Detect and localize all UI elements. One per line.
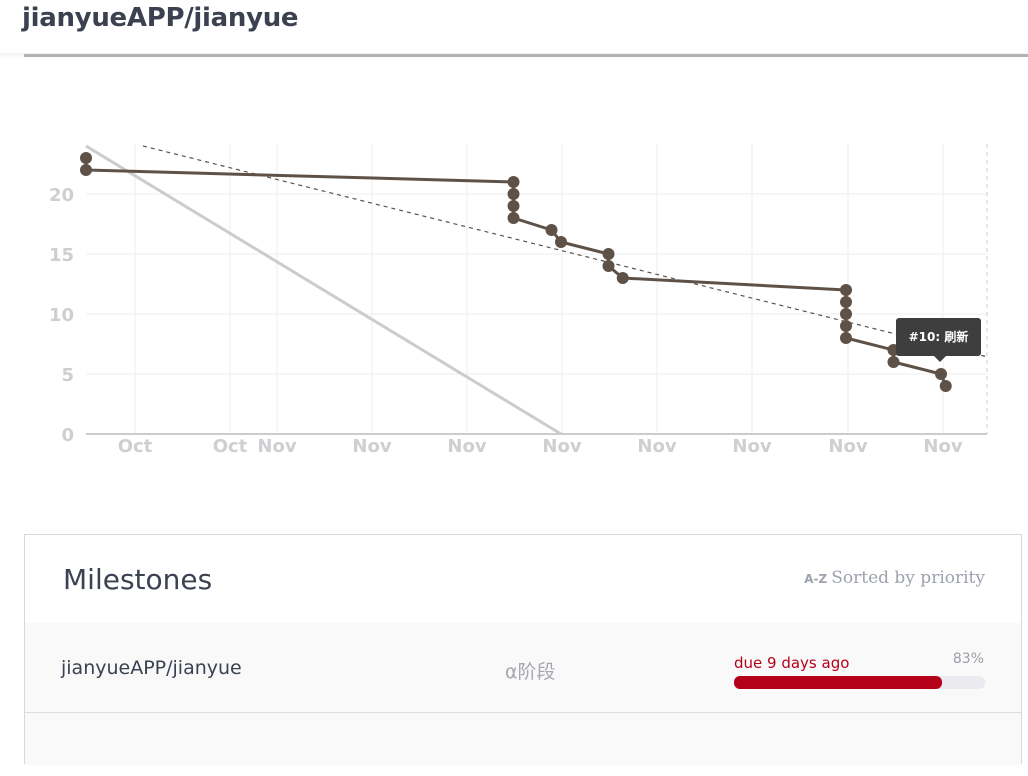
y-tick-label: 0 xyxy=(61,425,74,446)
data-point xyxy=(840,284,852,296)
y-tick-label: 10 xyxy=(49,305,74,326)
x-tick-label: Oct xyxy=(213,436,248,457)
x-tick-label: Nov xyxy=(637,436,676,457)
data-point xyxy=(507,176,520,188)
data-point xyxy=(840,332,852,344)
data-point xyxy=(840,296,852,308)
y-tick-label: 5 xyxy=(61,365,74,386)
sort-label: Sorted by priority xyxy=(831,568,985,588)
data-point xyxy=(507,200,520,212)
y-tick-label: 15 xyxy=(49,245,74,266)
data-point xyxy=(840,320,852,332)
data-point xyxy=(545,224,558,236)
milestones-panel: Milestones A-Z Sorted by priority jianyue… xyxy=(24,534,1022,765)
x-tick-label: Nov xyxy=(828,436,867,457)
milestone-progress-bar xyxy=(734,676,985,689)
milestones-title: Milestones xyxy=(63,563,213,596)
x-tick-label: Nov xyxy=(352,436,391,457)
data-point xyxy=(602,248,615,260)
data-point xyxy=(507,212,520,224)
x-tick-label: Nov xyxy=(447,436,486,457)
x-tick-label: Nov xyxy=(923,436,962,457)
x-tick-label: Nov xyxy=(257,436,296,457)
y-tick-label: 20 xyxy=(49,185,74,206)
sort-az-icon: A-Z xyxy=(804,572,828,586)
milestone-repo-link[interactable]: jianyueAPP/jianyue xyxy=(61,657,242,679)
trend-line xyxy=(142,145,989,358)
burndown-chart-svg: 0 5 10 15 20 Oct Oct Nov Nov Nov Nov Nov Nov Nov Nov xyxy=(49,144,989,457)
x-tick-label: Oct xyxy=(118,436,153,457)
burndown-chart: 0 5 10 15 20 Oct Oct Nov Nov Nov Nov Nov Nov Nov Nov #… xyxy=(0,60,1028,480)
data-point xyxy=(602,260,615,272)
x-tick-label: Nov xyxy=(542,436,581,457)
header-divider xyxy=(24,54,1028,57)
milestone-progress-fill xyxy=(734,676,943,689)
data-point xyxy=(840,308,852,320)
data-point xyxy=(555,236,567,248)
chart-tooltip-arrow xyxy=(934,356,946,362)
data-point xyxy=(507,188,520,200)
sort-toggle[interactable]: A-Z Sorted by priority xyxy=(804,568,985,588)
milestones-header: Milestones A-Z Sorted by priority xyxy=(25,535,1021,624)
data-point xyxy=(80,152,92,164)
x-tick-label: Nov xyxy=(732,436,771,457)
milestone-due-status: due 9 days ago xyxy=(734,654,850,672)
milestone-percent: 83% xyxy=(952,651,984,667)
data-point xyxy=(935,368,947,380)
data-point xyxy=(939,380,952,392)
milestone-row[interactable]: jianyueAPP/jianyue α阶段 due 9 days ago 83… xyxy=(25,623,1021,713)
data-point xyxy=(616,272,629,284)
data-point xyxy=(80,164,92,176)
chart-tooltip: #10: 刷新 xyxy=(896,318,981,356)
milestone-stage[interactable]: α阶段 xyxy=(505,661,556,683)
milestones-footer xyxy=(25,713,1021,765)
page-title: jianyueAPP/jianyue xyxy=(22,3,299,33)
data-point xyxy=(887,356,900,368)
ideal-burndown-line xyxy=(85,144,562,436)
